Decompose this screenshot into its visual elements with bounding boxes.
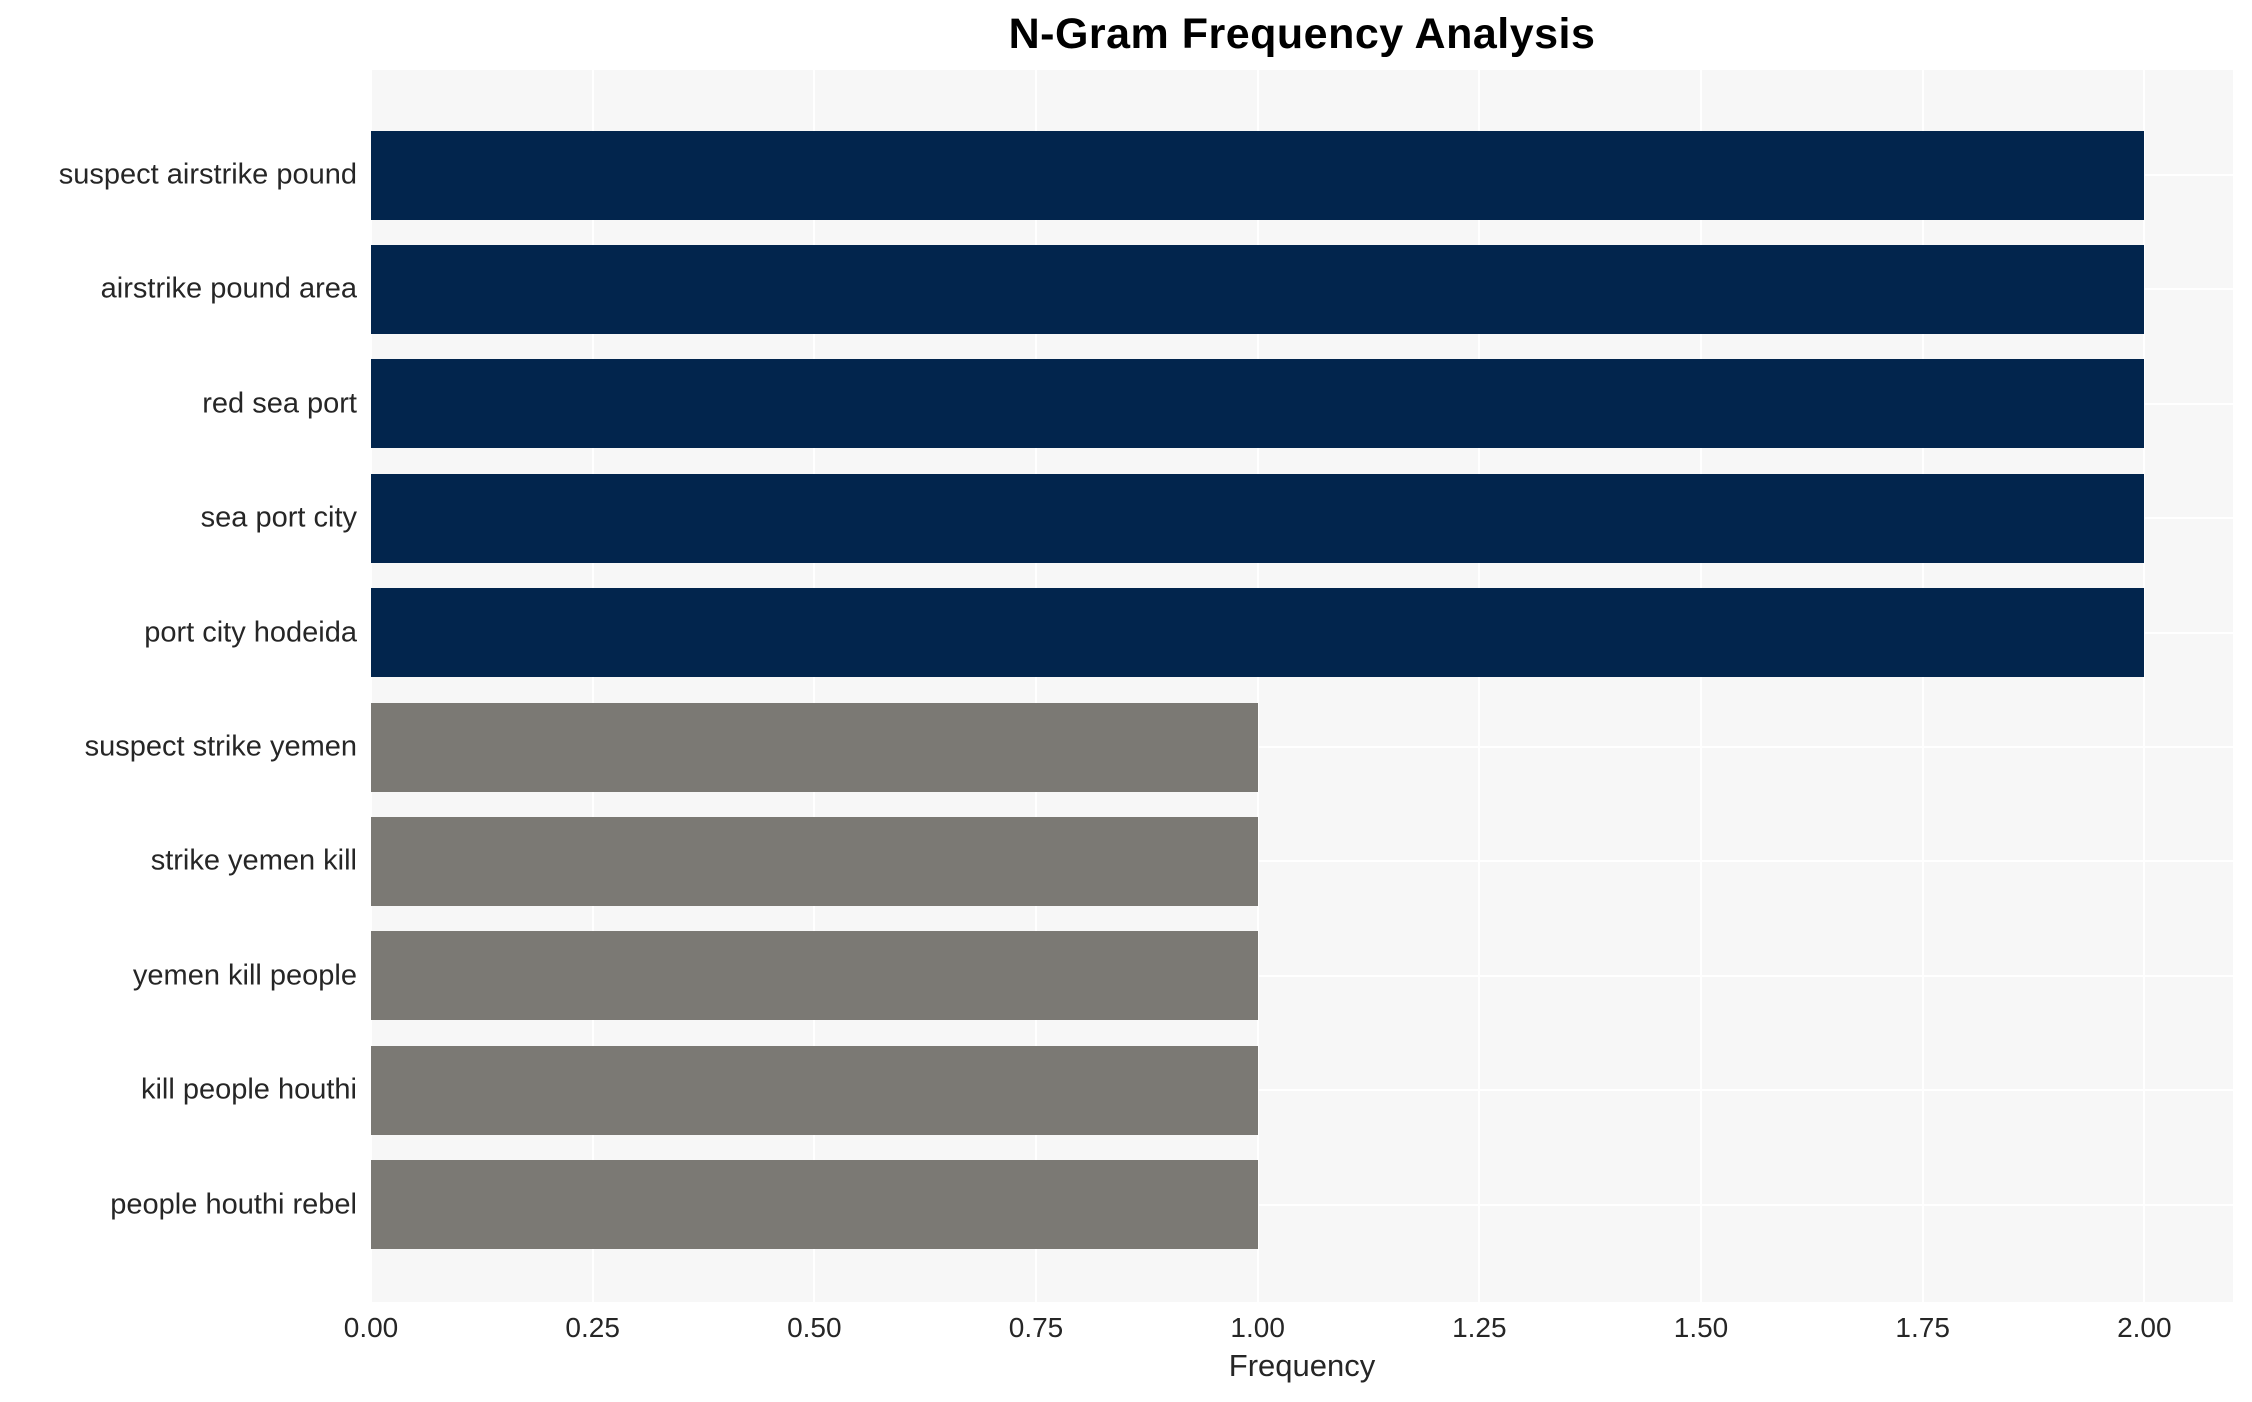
x-tick-label: 0.25 [565,1312,620,1343]
x-tick-label: 0.50 [787,1312,842,1343]
x-tick-label: 1.25 [1452,1312,1507,1343]
plot-area [370,70,2233,1302]
vertical-gridline [813,70,816,1302]
vertical-gridline [370,70,372,1302]
x-tick-label: 1.50 [1673,1312,1729,1343]
y-tick-label: people houthi rebel [110,1188,357,1221]
bar [371,1160,1258,1250]
y-tick-label: suspect airstrike pound [58,158,357,191]
vertical-gridline [1035,70,1037,1302]
x-tick-label: 1.00 [1230,1312,1285,1343]
vertical-gridline [591,70,594,1302]
horizontal-gridline [371,1203,2233,1206]
bar [371,816,1258,906]
bar [371,359,2145,449]
x-tick-label: 0.75 [1008,1312,1064,1343]
vertical-gridline [2143,70,2146,1302]
vertical-gridline [1700,70,1702,1302]
horizontal-gridline [371,974,2233,977]
chart-title: N-Gram Frequency Analysis [1008,10,1596,58]
vertical-gridline [1256,70,1259,1302]
x-tick-label: 0.00 [343,1312,399,1343]
vertical-gridline [1478,70,1481,1302]
y-tick-label: strike yemen kill [150,844,357,877]
horizontal-gridline [371,1089,2233,1092]
y-tick-label: suspect strike yemen [84,730,357,763]
vertical-gridline [1921,70,1924,1302]
bar [371,1045,1258,1135]
y-tick-label: red sea port [202,387,357,420]
bar [371,244,2145,334]
x-tick-label: 2.00 [2117,1312,2172,1343]
horizontal-gridline [371,860,2233,863]
bar [371,473,2145,563]
x-axis-title: Frequency [1228,1348,1376,1383]
bar [371,702,1258,792]
bar [371,130,2145,220]
y-tick-label: kill people houthi [140,1073,357,1106]
bar [371,588,2145,678]
x-tick-label: 1.75 [1895,1312,1950,1343]
y-tick-label: yemen kill people [132,959,357,992]
bar [371,931,1258,1021]
y-tick-label: port city hodeida [144,616,357,649]
y-tick-label: airstrike pound area [100,272,357,305]
horizontal-gridline [371,746,2233,748]
y-tick-label: sea port city [200,501,357,534]
